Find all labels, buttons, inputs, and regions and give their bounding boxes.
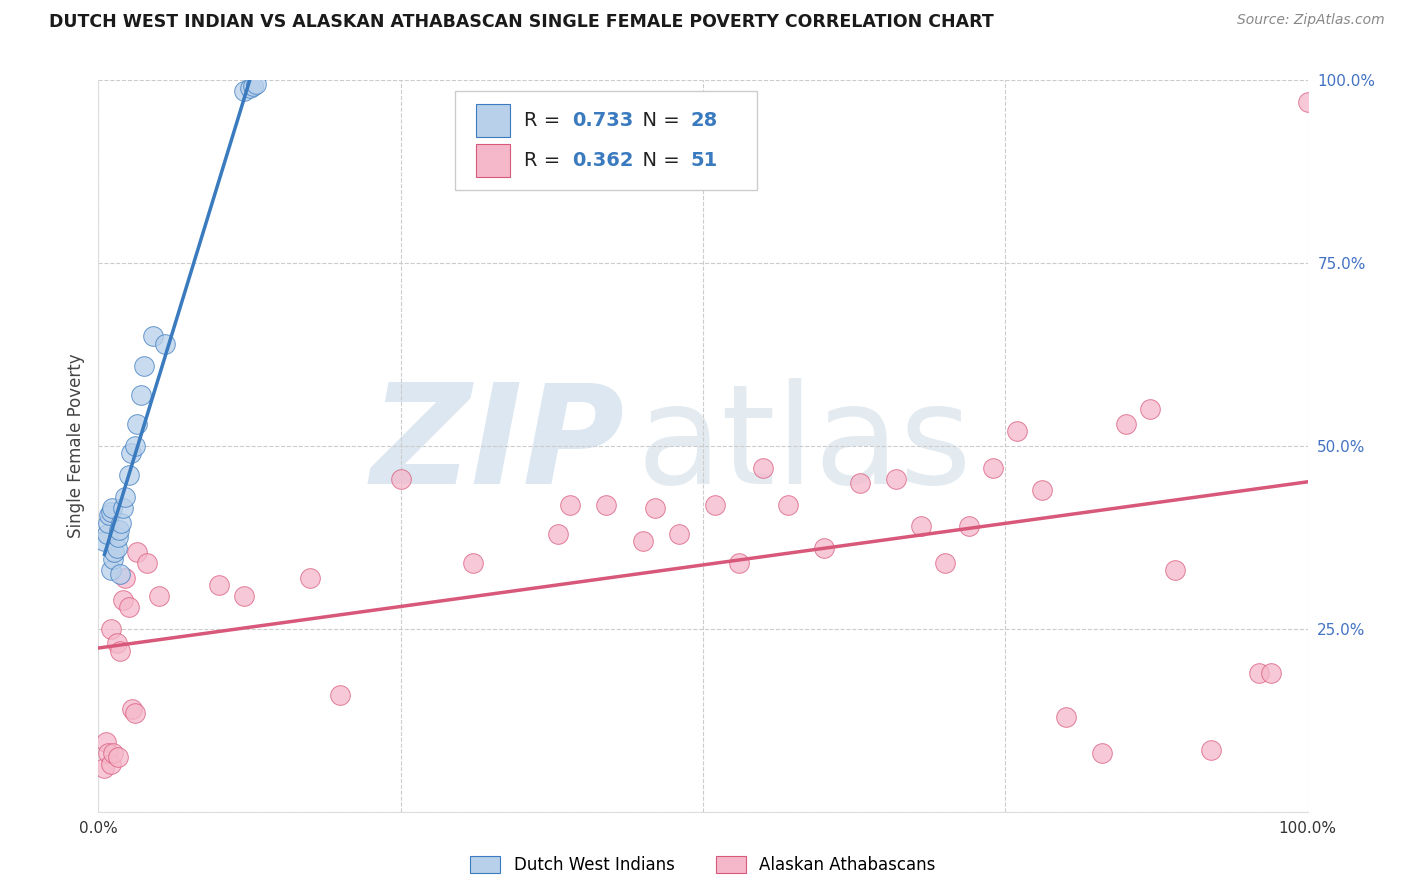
- Text: N =: N =: [630, 111, 686, 130]
- Point: [595, 498, 617, 512]
- Point: [100, 563, 122, 577]
- Point: [558, 498, 581, 512]
- Point: [886, 472, 908, 486]
- Point: [124, 706, 146, 720]
- Y-axis label: Single Female Poverty: Single Female Poverty: [66, 354, 84, 538]
- Text: R =: R =: [524, 152, 567, 170]
- Point: [1007, 425, 1029, 439]
- Point: [118, 599, 141, 614]
- Point: [100, 757, 122, 772]
- Point: [98, 508, 121, 523]
- Point: [776, 498, 799, 512]
- Point: [127, 545, 149, 559]
- Point: [631, 534, 654, 549]
- Point: [110, 516, 132, 530]
- Point: [752, 461, 775, 475]
- Point: [118, 468, 141, 483]
- Point: [245, 77, 267, 91]
- Point: [728, 556, 751, 570]
- Point: [849, 475, 872, 490]
- Text: ZIP: ZIP: [370, 378, 624, 514]
- Point: [108, 567, 131, 582]
- Point: [111, 592, 134, 607]
- Text: DUTCH WEST INDIAN VS ALASKAN ATHABASCAN SINGLE FEMALE POVERTY CORRELATION CHART: DUTCH WEST INDIAN VS ALASKAN ATHABASCAN …: [49, 13, 994, 31]
- Point: [120, 446, 142, 460]
- Point: [329, 688, 352, 702]
- Point: [105, 636, 128, 650]
- Point: [910, 519, 932, 533]
- Point: [101, 552, 124, 566]
- Point: [107, 749, 129, 764]
- Point: [242, 79, 264, 94]
- Point: [108, 644, 131, 658]
- Text: 28: 28: [690, 111, 718, 130]
- Point: [1031, 483, 1053, 497]
- Point: [668, 526, 690, 541]
- Point: [1199, 742, 1222, 756]
- FancyBboxPatch shape: [456, 91, 758, 190]
- Text: 0.733: 0.733: [572, 111, 634, 130]
- Point: [111, 501, 134, 516]
- Text: atlas: atlas: [637, 378, 972, 514]
- Point: [121, 702, 143, 716]
- Point: [1054, 709, 1077, 723]
- Point: [208, 578, 231, 592]
- Point: [1296, 95, 1319, 110]
- Point: [1139, 402, 1161, 417]
- Text: Source: ZipAtlas.com: Source: ZipAtlas.com: [1237, 13, 1385, 28]
- Point: [1249, 665, 1271, 680]
- Point: [97, 516, 120, 530]
- Point: [100, 501, 122, 516]
- Text: R =: R =: [524, 111, 567, 130]
- FancyBboxPatch shape: [475, 104, 509, 137]
- Point: [704, 498, 727, 512]
- Point: [134, 359, 156, 373]
- Point: [96, 526, 118, 541]
- Point: [105, 541, 128, 556]
- Point: [299, 571, 322, 585]
- Point: [100, 622, 122, 636]
- Text: N =: N =: [630, 152, 686, 170]
- Point: [100, 505, 122, 519]
- Point: [114, 571, 136, 585]
- Point: [389, 472, 412, 486]
- Point: [232, 84, 254, 98]
- Point: [114, 490, 136, 504]
- Point: [813, 541, 835, 556]
- Point: [129, 388, 152, 402]
- Point: [981, 461, 1004, 475]
- Point: [232, 589, 254, 603]
- Point: [124, 439, 146, 453]
- Point: [135, 556, 157, 570]
- Point: [103, 545, 125, 559]
- Point: [239, 80, 262, 95]
- Legend: Dutch West Indians, Alaskan Athabascans: Dutch West Indians, Alaskan Athabascans: [464, 849, 942, 881]
- Point: [97, 746, 120, 760]
- Point: [1260, 665, 1282, 680]
- Point: [127, 417, 149, 431]
- Point: [1115, 417, 1137, 431]
- Point: [148, 589, 170, 603]
- Text: 51: 51: [690, 152, 718, 170]
- Point: [153, 336, 176, 351]
- Text: 0.362: 0.362: [572, 152, 634, 170]
- Point: [1163, 563, 1185, 577]
- Point: [1091, 746, 1114, 760]
- Point: [934, 556, 956, 570]
- FancyBboxPatch shape: [475, 145, 509, 178]
- Point: [101, 746, 124, 760]
- Point: [94, 735, 117, 749]
- Point: [108, 523, 131, 537]
- Point: [93, 761, 115, 775]
- Point: [463, 556, 485, 570]
- Point: [957, 519, 980, 533]
- Point: [644, 501, 666, 516]
- Point: [93, 534, 115, 549]
- Point: [547, 526, 569, 541]
- Point: [107, 530, 129, 544]
- Point: [142, 329, 165, 343]
